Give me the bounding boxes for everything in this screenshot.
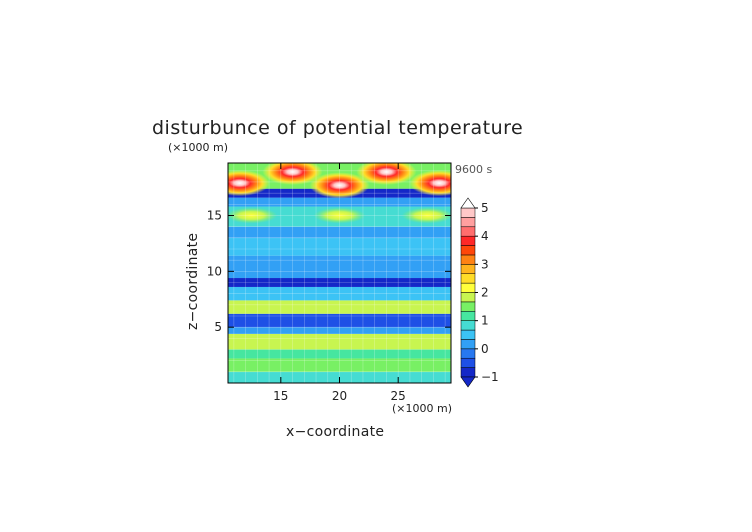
y-tick-label: 15 [207, 208, 222, 222]
colorbar-swatch-7 [460, 301, 476, 312]
colorbar-top-arrow [460, 197, 476, 209]
field-band-5 [228, 313, 451, 328]
x-tick-label: 15 [273, 389, 288, 403]
colorbar-swatch-2 [460, 348, 476, 359]
field-band-13 [228, 197, 451, 207]
colorbar: 5 4 3 2 1 0 −1 [460, 197, 499, 388]
field-band-6 [228, 300, 451, 314]
colorbar-swatch-13 [460, 245, 476, 256]
field-band-8 [228, 278, 451, 287]
colorbar-swatch-16 [460, 217, 476, 228]
colorbar-swatch-5 [460, 320, 476, 331]
colorbar-swatch-9 [460, 282, 476, 293]
x-tick-label: 20 [332, 389, 347, 403]
hotspot-2 [356, 163, 417, 185]
y-axis-unit: (×1000 m) [168, 141, 228, 154]
field-band-11 [228, 226, 451, 238]
x-axis-label: x−coordinate [286, 424, 384, 440]
field-band-4 [228, 327, 451, 334]
colorbar-tick-label: 1 [481, 314, 489, 328]
field-band-2 [228, 349, 451, 359]
grid-layer [228, 163, 451, 383]
field-band-9 [228, 255, 451, 279]
colorbar-swatch-14 [460, 235, 476, 246]
colorbar-swatch-17 [460, 207, 476, 218]
y-axis-label: z−coordinate [185, 233, 201, 330]
field-band-3 [228, 333, 451, 350]
chart-title: disturbunce of potential temperature [152, 117, 523, 139]
colorbar-swatch-1 [460, 357, 476, 368]
y-ticks: 5 10 15 [207, 208, 451, 334]
colorbar-tick-label: −1 [481, 370, 499, 384]
colorbar-swatch-4 [460, 329, 476, 340]
colorbar-swatch-11 [460, 264, 476, 274]
colorbar-swatch-0 [460, 367, 476, 378]
hotspot-3 [228, 170, 270, 197]
hotspot-1 [309, 172, 370, 199]
colorbar-tick-label: 0 [481, 342, 489, 356]
colorbar-tick-label: 3 [481, 257, 489, 271]
hotspot-7 [401, 207, 451, 224]
colorbar-bottom-arrow [460, 376, 476, 388]
colorbar-tick-label: 5 [481, 201, 489, 215]
y-tick-label: 10 [207, 264, 222, 278]
field-layer [228, 163, 451, 383]
colorbar-swatch-3 [460, 339, 476, 350]
colorbar-swatch-10 [460, 273, 476, 284]
colorbar-tick-label: 2 [481, 286, 489, 300]
colorbar-swatch-12 [460, 254, 476, 265]
field-band-7 [228, 286, 451, 301]
colorbar-tick-label: 4 [481, 229, 489, 243]
colorbar-swatch-6 [460, 311, 476, 321]
x-ticks: 15 20 25 [273, 163, 406, 403]
field-band-1 [228, 358, 451, 372]
field-band-10 [228, 237, 451, 256]
hotspot-6 [313, 207, 366, 224]
y-tick-label: 5 [214, 320, 222, 334]
time-label: 9600 s [455, 163, 492, 176]
x-axis-unit: (×1000 m) [392, 402, 452, 415]
colorbar-swatch-8 [460, 292, 476, 303]
x-tick-label: 25 [391, 389, 406, 403]
colorbar-swatch-15 [460, 226, 476, 237]
hotspot-4 [409, 170, 451, 197]
hotspot-5 [228, 207, 278, 224]
hotspot-0 [262, 163, 323, 185]
